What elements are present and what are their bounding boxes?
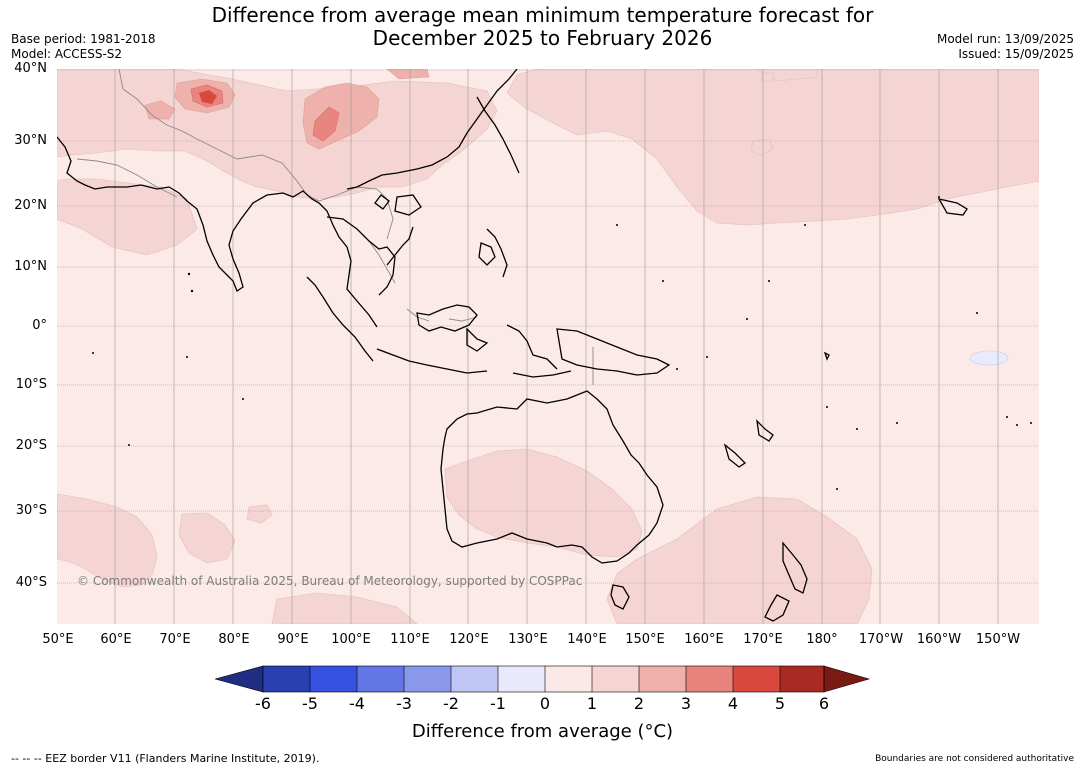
islands: [92, 196, 1032, 490]
colorbar-tick: 0: [539, 694, 551, 713]
title-line-2: December 2025 to February 2026: [372, 26, 713, 50]
colorbar-segment: [357, 666, 404, 692]
copyright-notice: © Commonwealth of Australia 2025, Bureau…: [77, 574, 583, 588]
graticule: [57, 69, 1039, 624]
title-line-1: Difference from average mean minimum tem…: [211, 3, 874, 27]
lon-label: 70°E: [159, 632, 191, 647]
boundaries-disclaimer: Boundaries are not considered authoritat…: [875, 754, 1074, 764]
lat-label-20s: 20°S: [15, 438, 47, 453]
model-name: Model: ACCESS-S2: [11, 47, 123, 61]
colorbar-segment: [404, 666, 451, 692]
colorbar-tick: -3: [396, 694, 412, 713]
eez-legend-note: -- -- -- EEZ border V11 (Flanders Marine…: [11, 752, 320, 765]
colorbar-segment-under: [215, 665, 264, 693]
lon-label: 130°E: [508, 632, 548, 647]
lon-label: 160°E: [684, 632, 724, 647]
colorbar-segment-over: [823, 665, 871, 693]
colorbar-segment: [686, 666, 733, 692]
colorbar-segment: [545, 666, 592, 692]
colorbar-tick: 5: [774, 694, 786, 713]
colorbar-segment: [451, 666, 498, 692]
colorbar-segment: [780, 666, 824, 692]
colorbar: [215, 665, 871, 693]
lat-label-40s: 40°S: [15, 575, 47, 590]
lat-label-20n: 20°N: [14, 198, 47, 213]
anomaly-4-5: [199, 90, 217, 104]
coastlines: [57, 69, 968, 622]
colorbar-tick: 1: [586, 694, 598, 713]
colorbar-tick: 6: [818, 694, 830, 713]
lon-label: 180°: [806, 632, 838, 647]
lon-label: 110°E: [390, 632, 430, 647]
anomaly-1-2: [57, 69, 1039, 624]
lon-label: 60°E: [100, 632, 132, 647]
colorbar-tick: 3: [680, 694, 692, 713]
colorbar-tick: -4: [349, 694, 365, 713]
colorbar-tick: -5: [302, 694, 318, 713]
colorbar-label: Difference from average (°C): [411, 721, 674, 742]
lat-label-30s: 30°S: [15, 503, 47, 518]
lon-label: 170°E: [743, 632, 783, 647]
meta-left: Base period: 1981-2018 Model: ACCESS-S2: [11, 32, 156, 62]
lat-label-30n: 30°N: [14, 133, 47, 148]
colorbar-segment: [733, 666, 780, 692]
anomaly-cool: [969, 350, 1009, 366]
lon-label: 140°E: [567, 632, 607, 647]
lon-label: 100°E: [331, 632, 371, 647]
meta-right: Model run: 13/09/2025 Issued: 15/09/2025: [937, 32, 1074, 62]
lon-label: 170°W: [858, 632, 904, 647]
lat-label-10s: 10°S: [15, 377, 47, 392]
lat-label-40n: 40°N: [14, 61, 47, 76]
lon-label: 150°W: [975, 632, 1021, 647]
colorbar-segment: [310, 666, 357, 692]
colorbar-tick: -2: [443, 694, 459, 713]
lon-label: 150°E: [625, 632, 665, 647]
lat-label-10n: 10°N: [14, 259, 47, 274]
issued-date: Issued: 15/09/2025: [958, 47, 1074, 61]
lon-label: 90°E: [277, 632, 309, 647]
lat-label-0: 0°: [32, 318, 47, 333]
colorbar-segment: [498, 666, 545, 692]
colorbar-tick: 4: [727, 694, 739, 713]
lon-label: 160°W: [916, 632, 962, 647]
colorbar-segment: [592, 666, 639, 692]
model-run: Model run: 13/09/2025: [936, 32, 1074, 46]
colorbar-segment: [639, 666, 686, 692]
map-title: Difference from average mean minimum tem…: [0, 4, 1085, 50]
colorbar-tick: 2: [633, 694, 645, 713]
base-period: Base period: 1981-2018: [11, 32, 156, 46]
forecast-map: [57, 69, 1039, 624]
lon-label: 80°E: [218, 632, 250, 647]
lon-label: 120°E: [449, 632, 489, 647]
colorbar-tick: -1: [490, 694, 506, 713]
lon-label: 50°E: [42, 632, 74, 647]
colorbar-segment: [263, 666, 310, 692]
colorbar-tick: -6: [255, 694, 271, 713]
